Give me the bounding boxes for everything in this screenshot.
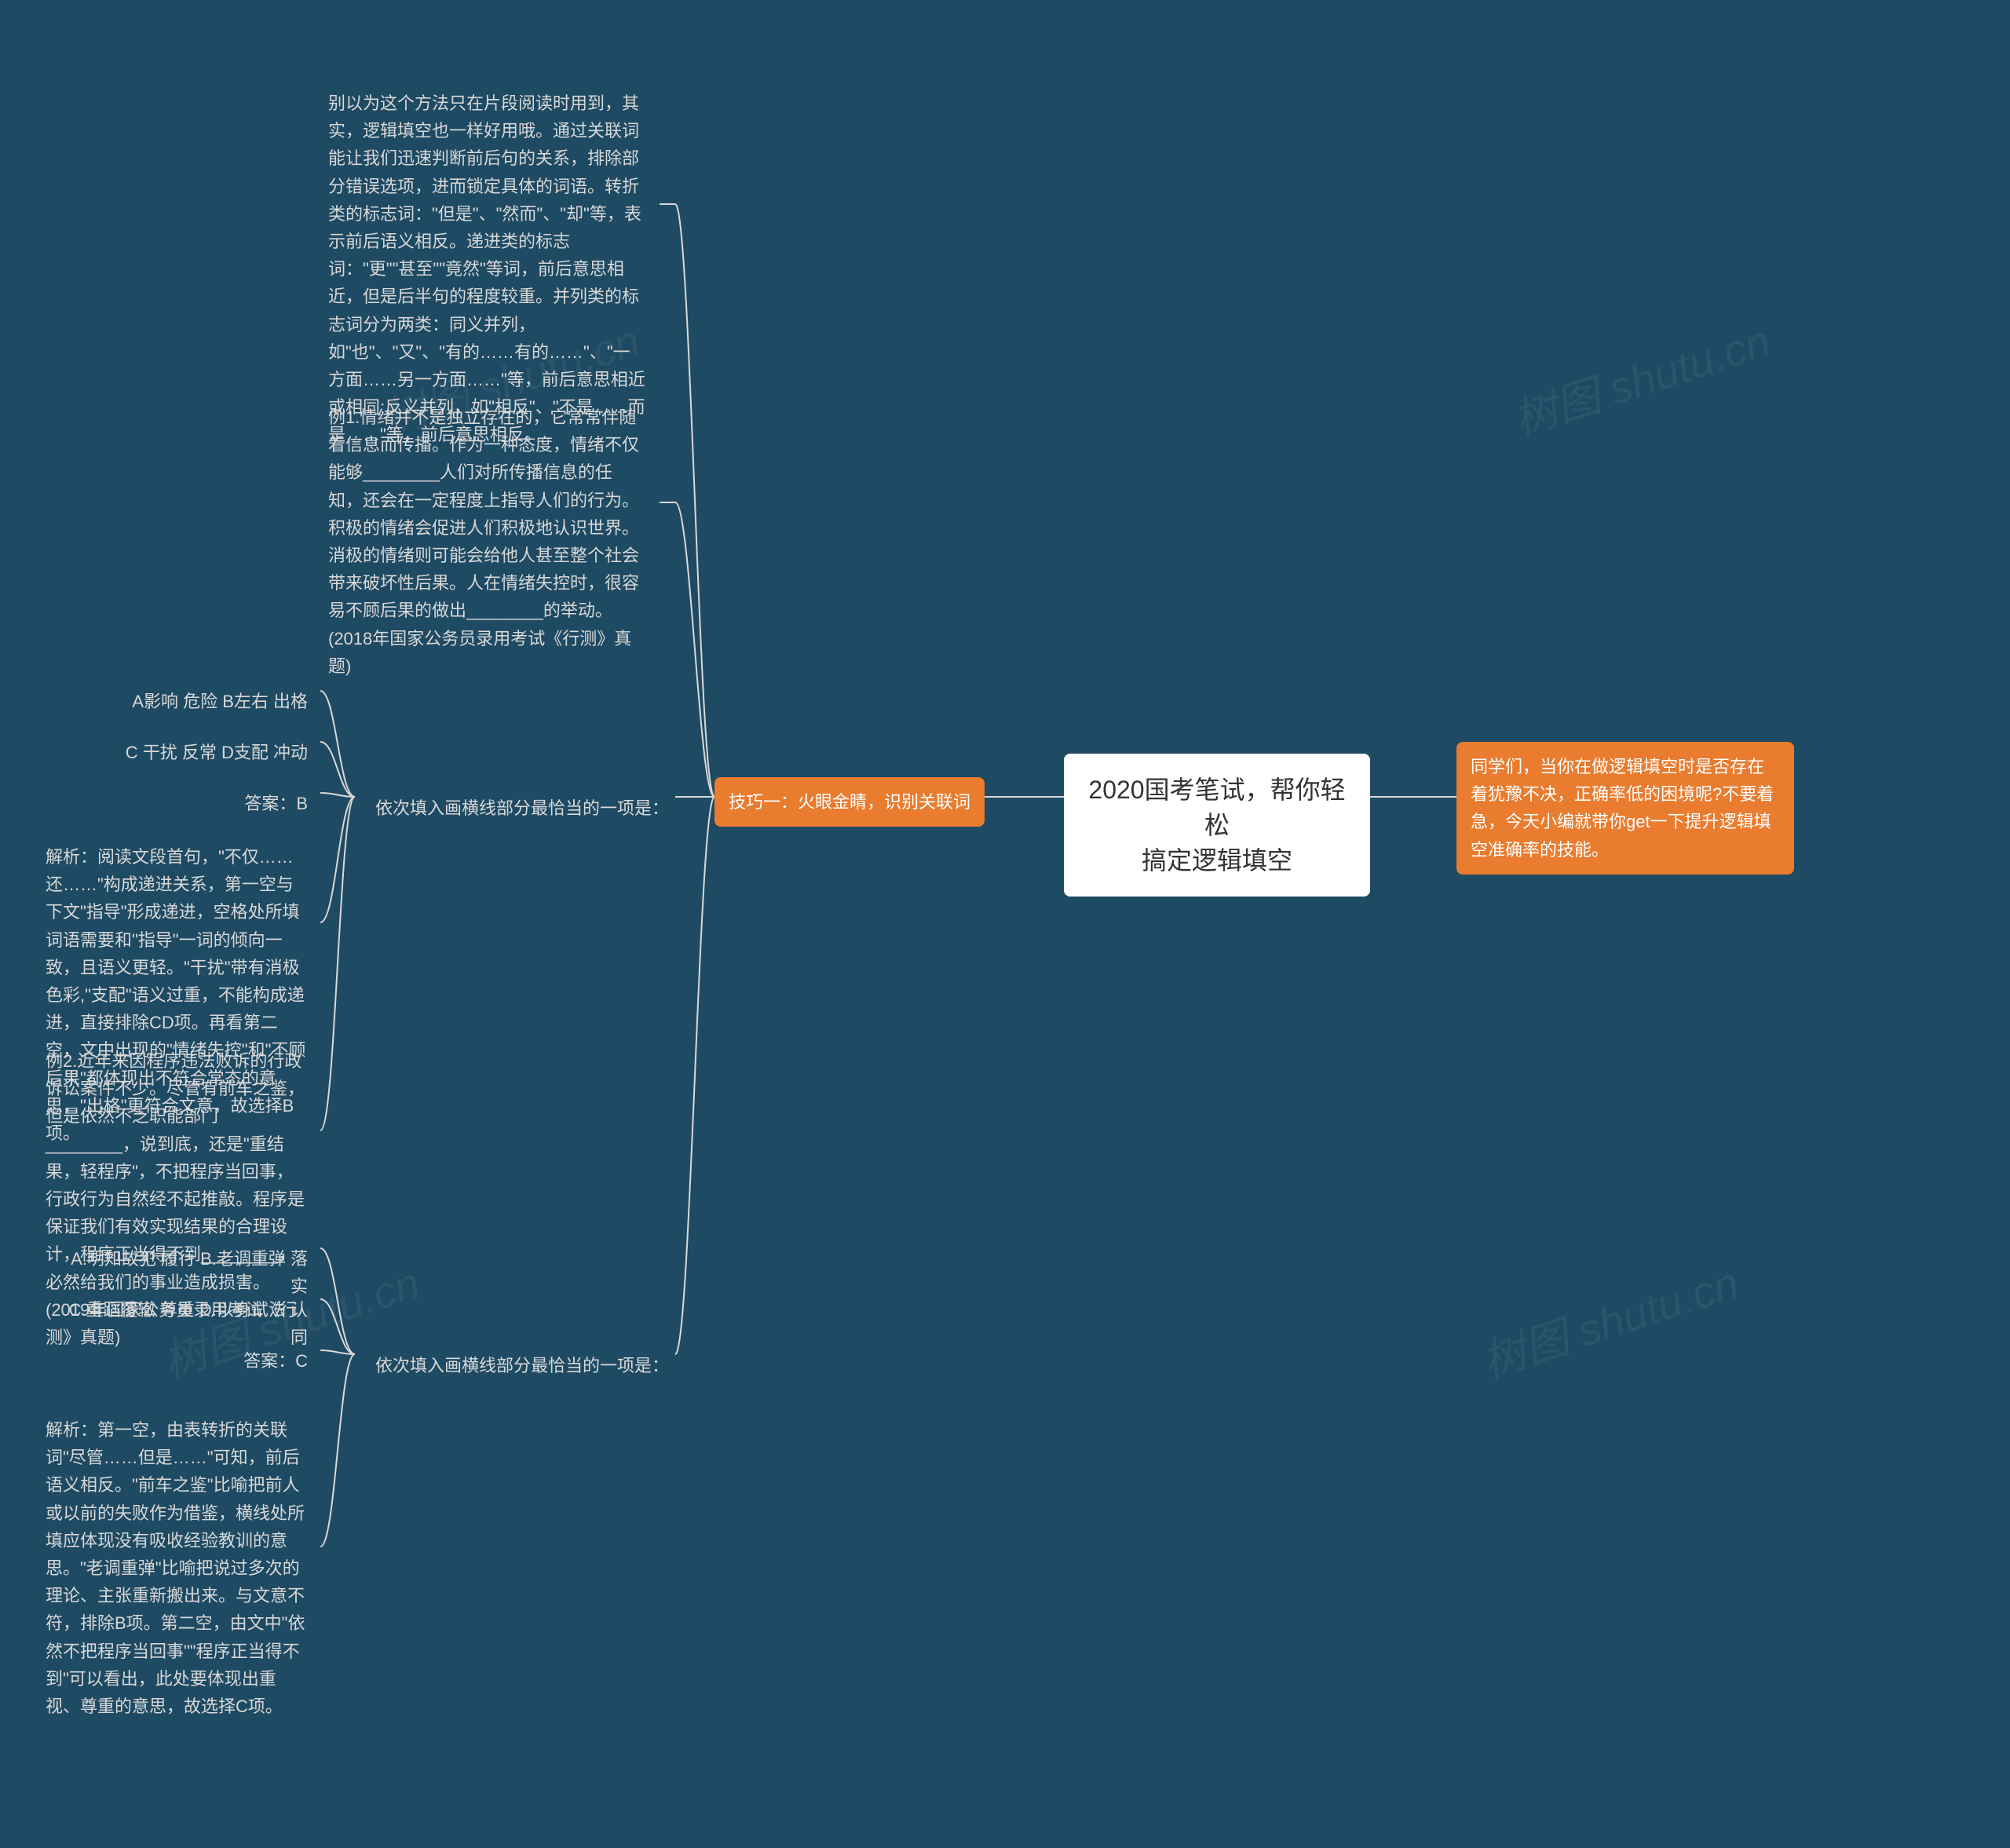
root-line-1: 2020国考笔试，帮你轻松 [1086, 772, 1348, 843]
q1-option-ab: A影响 危险 B左右 出格 [102, 677, 322, 726]
q1-header: 依次填入画横线部分最恰当的一项是： [361, 783, 683, 833]
q2-explanation: 解析：第一空，由表转折的关联词"尽管……但是……"可知，前后语义相反。"前车之鉴… [31, 1405, 322, 1731]
root-line-2: 搞定逻辑填空 [1086, 843, 1348, 878]
root-node[interactable]: 2020国考笔试，帮你轻松 搞定逻辑填空 [1064, 754, 1370, 897]
q1-answer: 答案：B [102, 779, 322, 828]
q1-option-cd: C 干扰 反常 D支配 冲动 [102, 728, 322, 777]
watermark: 树图 shutu.cn [1504, 306, 1778, 449]
technique-1-node[interactable]: 技巧一：火眼金睛，识别关联词 [714, 777, 985, 827]
q2-answer: 答案：C [47, 1336, 322, 1386]
watermark: 树图 shutu.cn [1473, 1248, 1746, 1391]
example-1-text: 例1.情绪并不是独立存在的，它常常伴随着信息而传播。作为一种态度，情绪不仅能够_… [314, 393, 660, 691]
q2-header: 依次填入画横线部分最恰当的一项是： [361, 1341, 683, 1390]
intro-tip-node[interactable]: 同学们，当你在做逻辑填空时是否存在着犹豫不决，正确率低的困境呢?不要着急，今天小… [1456, 742, 1794, 875]
